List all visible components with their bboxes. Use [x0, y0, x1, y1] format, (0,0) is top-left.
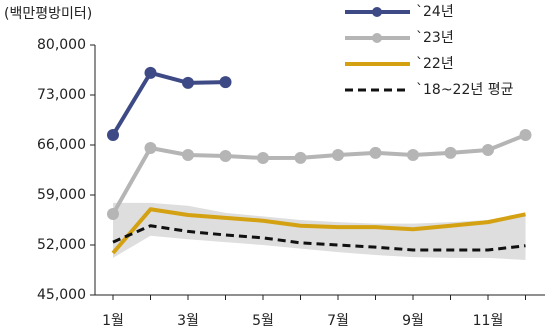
y-tick-label: 52,000 — [37, 237, 86, 253]
x-tick-label: 11월 — [473, 313, 504, 329]
point — [219, 150, 232, 162]
point — [482, 144, 494, 156]
series-line — [111, 207, 526, 255]
point — [369, 146, 382, 159]
point — [107, 129, 119, 141]
point — [257, 152, 269, 164]
legend-label: `22년 — [416, 56, 454, 72]
series-line — [111, 70, 226, 137]
y-axis-label: (백만평방미터) — [4, 6, 92, 22]
series-line — [111, 133, 527, 215]
x-tick-label: 3월 — [177, 313, 199, 329]
point — [107, 208, 119, 220]
x-tick-label: 9월 — [402, 313, 424, 329]
point — [182, 149, 194, 161]
y-tick-label: 73,000 — [37, 87, 86, 103]
legend-label: `18~22년 평균 — [416, 82, 514, 98]
point — [519, 129, 532, 141]
point — [407, 149, 419, 161]
y-tick-label: 45,000 — [37, 287, 86, 303]
series-line — [112, 224, 526, 252]
point — [332, 149, 344, 161]
legend-marker — [372, 7, 382, 17]
x-tick-label: 5월 — [252, 313, 274, 329]
legend-label: `24년 — [416, 4, 454, 20]
x-tick-label: 7월 — [327, 313, 349, 329]
y-tick-label: 80,000 — [37, 37, 86, 53]
point — [182, 76, 194, 89]
point — [219, 76, 232, 89]
point — [444, 146, 457, 159]
legend-marker — [372, 33, 382, 43]
x-tick-label: 1월 — [102, 313, 124, 329]
point — [294, 151, 307, 164]
y-tick-label: 66,000 — [37, 137, 86, 153]
point — [144, 66, 157, 79]
point — [144, 142, 157, 154]
y-tick-label: 59,000 — [37, 187, 86, 203]
legend-label: `23년 — [416, 30, 454, 46]
